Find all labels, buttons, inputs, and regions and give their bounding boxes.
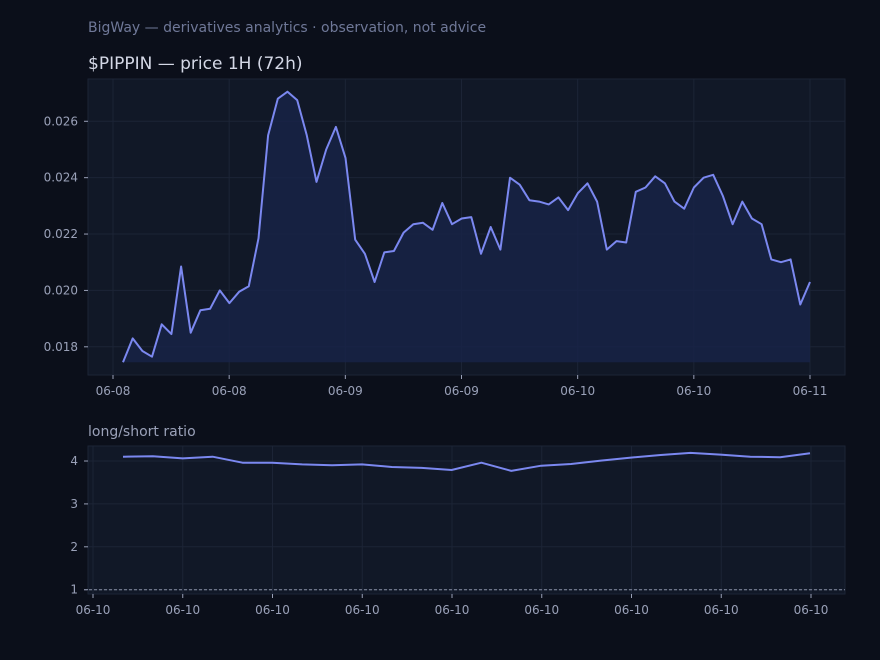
chart-subtitle: BigWay — derivatives analytics · observa… [88, 20, 487, 36]
price-x-tick-label: 06-10 [676, 384, 711, 398]
ratio-plot-area [87, 445, 846, 595]
ratio-y-tick-label: 4 [70, 454, 78, 468]
price-x-tick-label: 06-11 [793, 384, 828, 398]
ratio-panel-title: long/short ratio [88, 424, 196, 440]
price-area-fill [123, 91, 810, 363]
price-x-tick-label: 06-09 [444, 384, 479, 398]
price-x-tick-label: 06-08 [212, 384, 247, 398]
price-y-tick-label: 0.018 [44, 340, 78, 354]
ratio-x-tick-label: 06-10 [794, 603, 829, 617]
price-x-tick-label: 06-09 [328, 384, 363, 398]
chart-title: $PIPPIN — price 1H (72h) [88, 54, 303, 74]
ratio-x-tick-label: 06-10 [614, 603, 649, 617]
ratio-x-tick-label: 06-10 [255, 603, 290, 617]
price-x-tick-label: 06-10 [560, 384, 595, 398]
price-y-tick-label: 0.020 [44, 283, 78, 297]
ratio-x-tick-label: 06-10 [704, 603, 739, 617]
price-x-tick-label: 06-08 [96, 384, 131, 398]
ratio-series-line [122, 451, 811, 472]
long-short-ratio-chart: 06-10 06-10 06-10 06-10 06-10 06-10 06-10 06-10… [70, 445, 846, 617]
price-y-tick-label: 0.024 [44, 171, 78, 185]
ratio-x-tick-label: 06-10 [435, 603, 470, 617]
price-y-tick-label: 0.022 [44, 227, 78, 241]
price-chart: 06-08 06-08 06-09 06-09 06-10 06-10 06-11 0.018… [44, 78, 846, 398]
ratio-y-tick-label: 2 [70, 540, 78, 554]
ratio-x-tick-label: 06-10 [165, 603, 200, 617]
ratio-x-tick-label: 06-10 [524, 603, 559, 617]
ratio-x-tick-label: 06-10 [76, 603, 111, 617]
ratio-y-tick-label: 1 [70, 583, 78, 597]
ratio-x-tick-label: 06-10 [345, 603, 380, 617]
price-series-line [122, 90, 811, 363]
ratio-y-tick-label: 3 [70, 497, 78, 511]
price-y-tick-label: 0.026 [44, 114, 78, 128]
